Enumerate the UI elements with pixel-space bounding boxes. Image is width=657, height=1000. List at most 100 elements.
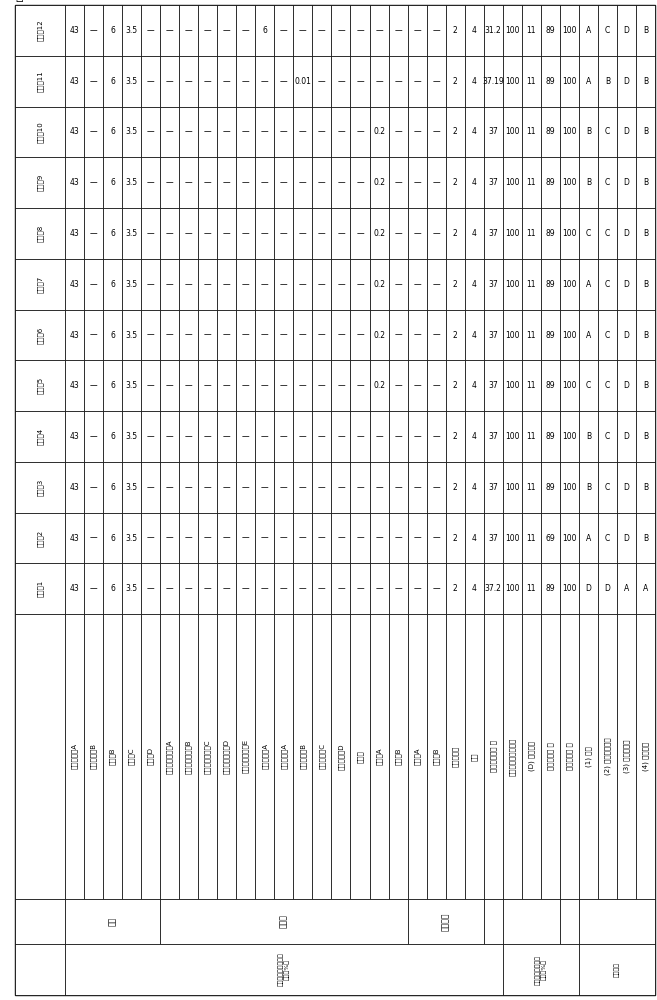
Text: B: B [586,127,591,136]
Bar [426,56,445,107]
Text: 37.19: 37.19 [482,77,504,86]
Bar [65,614,84,899]
Bar [141,259,160,310]
Text: D: D [585,584,591,593]
Text: —: — [299,584,307,593]
Bar [541,56,560,107]
Text: (D) 焊料粉末: (D) 焊料粉末 [528,741,535,771]
Text: 37: 37 [488,178,498,187]
Bar [313,411,331,462]
Text: —: — [413,483,421,492]
Text: 比較例3: 比較例3 [37,479,43,496]
Bar [160,462,179,513]
Text: —: — [413,178,421,187]
Text: 6: 6 [110,330,115,340]
Text: 焊料组合物 計: 焊料组合物 計 [566,743,573,770]
Text: 100: 100 [562,26,577,35]
Text: 43: 43 [70,178,79,187]
Text: 有机酸D: 有机酸D [147,747,154,765]
Bar [388,310,407,360]
Text: C: C [605,26,610,35]
Text: 43: 43 [70,534,79,543]
Text: —: — [280,381,288,390]
Text: 4: 4 [472,178,476,187]
Text: 3.5: 3.5 [125,26,138,35]
Bar [560,157,579,208]
Text: 溴类活性剂A: 溴类活性剂A [261,743,268,769]
Bar [560,513,579,563]
Bar [617,513,636,563]
Bar [598,208,617,259]
Text: A: A [586,77,591,86]
Bar [560,259,579,310]
Bar [198,208,217,259]
Bar [179,259,198,310]
Text: 37: 37 [488,534,498,543]
Text: C: C [605,330,610,340]
Text: 6: 6 [110,26,115,35]
Bar [15,157,65,208]
Bar [217,157,237,208]
Bar [617,157,636,208]
Bar [103,107,122,157]
Bar [237,107,256,157]
Bar [636,5,655,56]
Text: —: — [375,26,383,35]
Bar [160,259,179,310]
Bar [617,360,636,411]
Bar [313,462,331,513]
Bar [15,411,65,462]
Text: —: — [147,483,154,492]
Bar [484,56,503,107]
Bar [103,5,122,56]
Text: 89: 89 [545,77,555,86]
Bar [179,513,198,563]
Text: 89: 89 [545,127,555,136]
Text: —: — [413,330,421,340]
Text: 3.5: 3.5 [125,127,138,136]
Bar [275,563,294,614]
Bar [426,563,445,614]
Text: 比較例2: 比較例2 [37,530,43,547]
Bar [84,462,103,513]
Text: 比較例10: 比較例10 [37,121,43,143]
Bar [407,899,484,944]
Bar [84,563,103,614]
Bar [331,462,350,513]
Bar [65,157,84,208]
Bar [275,107,294,157]
Bar [522,614,541,899]
Bar [617,462,636,513]
Bar [579,310,598,360]
Bar [122,208,141,259]
Bar [65,563,84,614]
Text: 0.01: 0.01 [294,77,311,86]
Text: 100: 100 [505,330,520,340]
Bar [617,56,636,107]
Text: —: — [166,330,173,340]
Bar [598,310,617,360]
Bar [15,5,65,56]
Text: —: — [356,77,364,86]
Bar [331,208,350,259]
Bar [217,259,237,310]
Text: B: B [643,26,648,35]
Bar [560,563,579,614]
Text: —: — [394,534,402,543]
Text: —: — [147,432,154,441]
Text: —: — [337,280,345,289]
Bar [179,462,198,513]
Bar [579,614,598,899]
Bar [103,614,122,899]
Text: —: — [90,77,97,86]
Text: —: — [394,381,402,390]
Text: —: — [166,280,173,289]
Text: —: — [90,534,97,543]
Bar [445,5,464,56]
Bar [503,5,522,56]
Bar [179,310,198,360]
Bar [426,360,445,411]
Text: —: — [356,26,364,35]
Text: 100: 100 [562,381,577,390]
Text: 2: 2 [453,381,457,390]
